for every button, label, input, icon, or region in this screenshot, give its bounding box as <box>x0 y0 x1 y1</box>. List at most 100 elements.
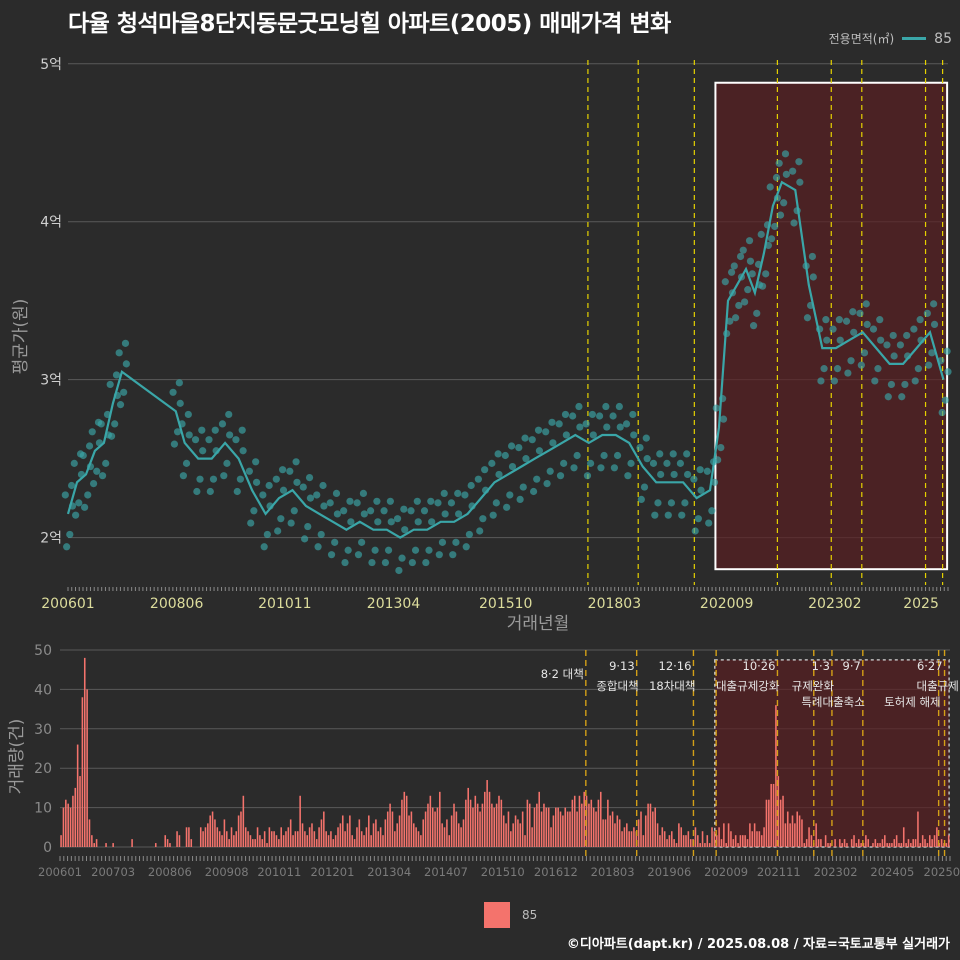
scatter-point <box>753 309 761 317</box>
volume-bar <box>188 827 190 847</box>
scatter-point <box>745 237 754 245</box>
scatter-point <box>916 316 924 324</box>
volume-bar <box>185 827 188 847</box>
volume-bar <box>902 827 905 847</box>
x-tick-label: 201011 <box>258 596 311 612</box>
volume-bar <box>450 815 453 847</box>
volume-bar <box>488 791 491 847</box>
scatter-point <box>857 361 865 369</box>
volume-bar <box>344 831 346 847</box>
scatter-point <box>373 497 381 505</box>
scatter-point <box>408 558 416 567</box>
scatter-point <box>636 443 644 452</box>
volume-bar <box>256 827 259 847</box>
scatter-point <box>226 431 234 439</box>
bar-x-tick-label: 202009 <box>704 865 748 879</box>
scatter-point <box>898 393 906 401</box>
volume-bar <box>266 843 268 847</box>
volume-bar <box>798 815 801 847</box>
scatter-point <box>179 472 187 480</box>
volume-bar <box>166 839 169 847</box>
volume-bar <box>495 803 498 847</box>
scatter-point <box>555 420 563 428</box>
scatter-point <box>199 447 207 455</box>
volume-bar <box>924 839 926 847</box>
volume-bar <box>760 835 763 847</box>
volume-bar <box>306 835 309 847</box>
scatter-point <box>842 317 851 325</box>
volume-bar <box>327 835 330 847</box>
scatter-point <box>305 474 314 482</box>
volume-bar <box>294 831 297 847</box>
volume-bar <box>304 831 306 847</box>
bar-x-tick-label: 201510 <box>481 865 525 879</box>
scatter-point <box>534 426 543 434</box>
scatter-point <box>595 412 604 420</box>
volume-bar <box>661 827 664 847</box>
volume-bar <box>881 839 884 847</box>
volume-bar <box>341 815 344 847</box>
scatter-point <box>121 339 130 347</box>
volume-bar <box>815 823 817 847</box>
volume-bar <box>467 787 469 847</box>
scatter-point <box>938 408 946 417</box>
scatter-point <box>719 415 728 423</box>
scatter-point <box>640 483 649 491</box>
volume-bar <box>249 835 252 847</box>
volume-bar <box>872 843 874 847</box>
volume-bar <box>945 843 948 847</box>
volume-bar <box>687 831 690 847</box>
volume-bar <box>308 827 311 847</box>
volume-bar <box>618 819 621 847</box>
volume-bar <box>839 839 841 847</box>
volume-bar <box>886 843 888 847</box>
scatter-point <box>489 511 497 519</box>
volume-bar <box>325 831 327 847</box>
scatter-point <box>346 497 354 505</box>
volume-bar <box>777 776 780 847</box>
scatter-point <box>656 450 664 458</box>
scatter-point <box>560 459 568 467</box>
scatter-point <box>265 481 273 490</box>
volume-bar <box>498 795 500 847</box>
scatter-point <box>354 551 363 559</box>
scatter-point <box>476 527 484 535</box>
chart-title: 다율 청석마을8단지동문굿모닝힐 아파트(2005) 매매가격 변화 <box>68 11 671 37</box>
volume-bar <box>491 803 493 847</box>
volume-bar <box>547 807 550 847</box>
volume-bar <box>521 811 524 847</box>
volume-bar <box>630 831 633 847</box>
volume-bar <box>375 819 377 847</box>
volume-bar <box>559 811 562 847</box>
scatter-point <box>449 551 457 559</box>
volume-bar <box>770 783 772 847</box>
scatter-point <box>556 472 565 480</box>
volume-bar <box>609 815 612 847</box>
scatter-point <box>575 402 583 411</box>
volume-bar <box>907 839 910 847</box>
volume-bar <box>614 823 616 847</box>
scatter-point <box>380 507 388 515</box>
scatter-point <box>306 494 315 502</box>
scatter-point <box>762 270 770 278</box>
volume-bar <box>360 831 363 847</box>
scatter-point <box>664 511 672 519</box>
scatter-point <box>102 459 110 467</box>
x-tick-label: 201803 <box>588 596 641 612</box>
volume-bar <box>457 823 460 847</box>
scatter-point <box>766 183 774 191</box>
scatter-point <box>238 426 246 434</box>
scatter-point <box>746 257 755 265</box>
volume-bar <box>569 811 571 847</box>
volume-bar <box>164 835 167 847</box>
volume-bar <box>699 843 701 847</box>
scatter-point <box>615 402 623 411</box>
volume-bar <box>697 835 699 847</box>
volume-bar <box>597 799 600 847</box>
volume-bar <box>599 791 602 847</box>
volume-bar <box>611 811 614 847</box>
volume-bar <box>285 831 287 847</box>
volume-bar <box>431 807 434 847</box>
scatter-point <box>613 451 622 460</box>
volume-bar <box>76 744 79 847</box>
